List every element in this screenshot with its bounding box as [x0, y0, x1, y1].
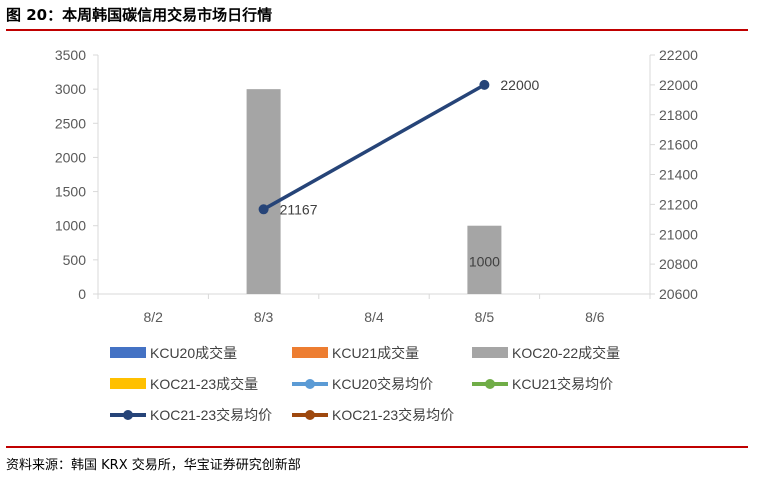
- legend: KCU20成交量 KCU21成交量 KOC20-22成交量 KOC21-23成交量 KC…: [110, 345, 620, 423]
- plot-area: 0 500 1000 1500 2000 2500 3000 3500 20600 20800 21…: [55, 47, 698, 325]
- legend-item: KCU21交易均价: [472, 376, 613, 392]
- right-axis-tick-label: 22200: [659, 47, 698, 63]
- line-point: [479, 79, 490, 90]
- legend-label: KCU20交易均价: [332, 376, 433, 392]
- legend-marker: [305, 410, 315, 420]
- bar-8-3: [246, 89, 281, 295]
- legend-marker: [305, 379, 315, 389]
- left-axis-tick-label: 3500: [55, 47, 86, 63]
- line-koc21-23-price: [262, 83, 486, 211]
- right-axis-tick-label: 22000: [659, 77, 698, 93]
- legend-swatch: [110, 347, 146, 358]
- source-rule: [6, 446, 748, 448]
- x-axis-tick-label: 8/4: [364, 309, 384, 325]
- x-axis-tick-label: 8/6: [585, 309, 605, 325]
- title-rule: [6, 29, 748, 31]
- legend-item: KCU21成交量: [292, 345, 419, 361]
- line-data-label: 22000: [500, 77, 539, 93]
- legend-marker: [485, 379, 495, 389]
- legend-item: KCU20成交量: [110, 345, 237, 361]
- legend-label: KOC21-23交易均价: [332, 407, 454, 423]
- legend-swatch: [292, 347, 328, 358]
- x-axis-tick-label: 8/2: [143, 309, 163, 325]
- legend-item: KCU20交易均价: [292, 376, 433, 392]
- right-axis-tick-label: 21000: [659, 226, 698, 242]
- left-axis-tick-label: 2000: [55, 149, 86, 165]
- right-axis-tick-label: 20600: [659, 286, 698, 302]
- left-axis-tick-label: 1500: [55, 184, 86, 200]
- legend-swatch: [110, 378, 146, 389]
- left-axis-tick-label: 2500: [55, 115, 86, 131]
- line-point: [258, 204, 269, 215]
- right-axis-tick-label: 21600: [659, 137, 698, 153]
- legend-label: KCU21成交量: [332, 345, 419, 361]
- legend-item: KOC21-23成交量: [110, 376, 258, 392]
- figure-title: 图 20：本周韩国碳信用交易市场日行情: [6, 6, 273, 24]
- x-axis-tick-label: 8/3: [254, 309, 274, 325]
- line-data-label: 21167: [280, 201, 318, 217]
- right-axis-tick-label: 20800: [659, 256, 698, 272]
- left-axis-tick-label: 500: [63, 252, 87, 268]
- left-axis-tick-label: 1000: [55, 218, 86, 234]
- legend-item: KOC20-22成交量: [472, 345, 620, 361]
- left-axis-tick-label: 0: [78, 286, 86, 302]
- legend-label: KOC21-23交易均价: [150, 407, 272, 423]
- right-axis-tick-label: 21200: [659, 196, 698, 212]
- legend-swatch: [472, 347, 508, 358]
- legend-item: KOC21-23交易均价: [110, 407, 272, 423]
- bar-8-5: [467, 225, 502, 294]
- bar-data-label: 1000: [469, 254, 500, 270]
- legend-item: KOC21-23交易均价: [292, 407, 454, 423]
- legend-label: KCU21交易均价: [512, 376, 613, 392]
- legend-label: KOC20-22成交量: [512, 345, 620, 361]
- x-axis-tick-label: 8/5: [475, 309, 495, 325]
- left-axis-tick-label: 3000: [55, 81, 86, 97]
- right-axis-tick-label: 21400: [659, 167, 698, 183]
- legend-label: KOC21-23成交量: [150, 376, 258, 392]
- legend-label: KCU20成交量: [150, 345, 237, 361]
- source-note: 资料来源：韩国 KRX 交易所，华宝证券研究创新部: [6, 458, 301, 473]
- legend-marker: [123, 410, 133, 420]
- right-axis-tick-label: 21800: [659, 107, 698, 123]
